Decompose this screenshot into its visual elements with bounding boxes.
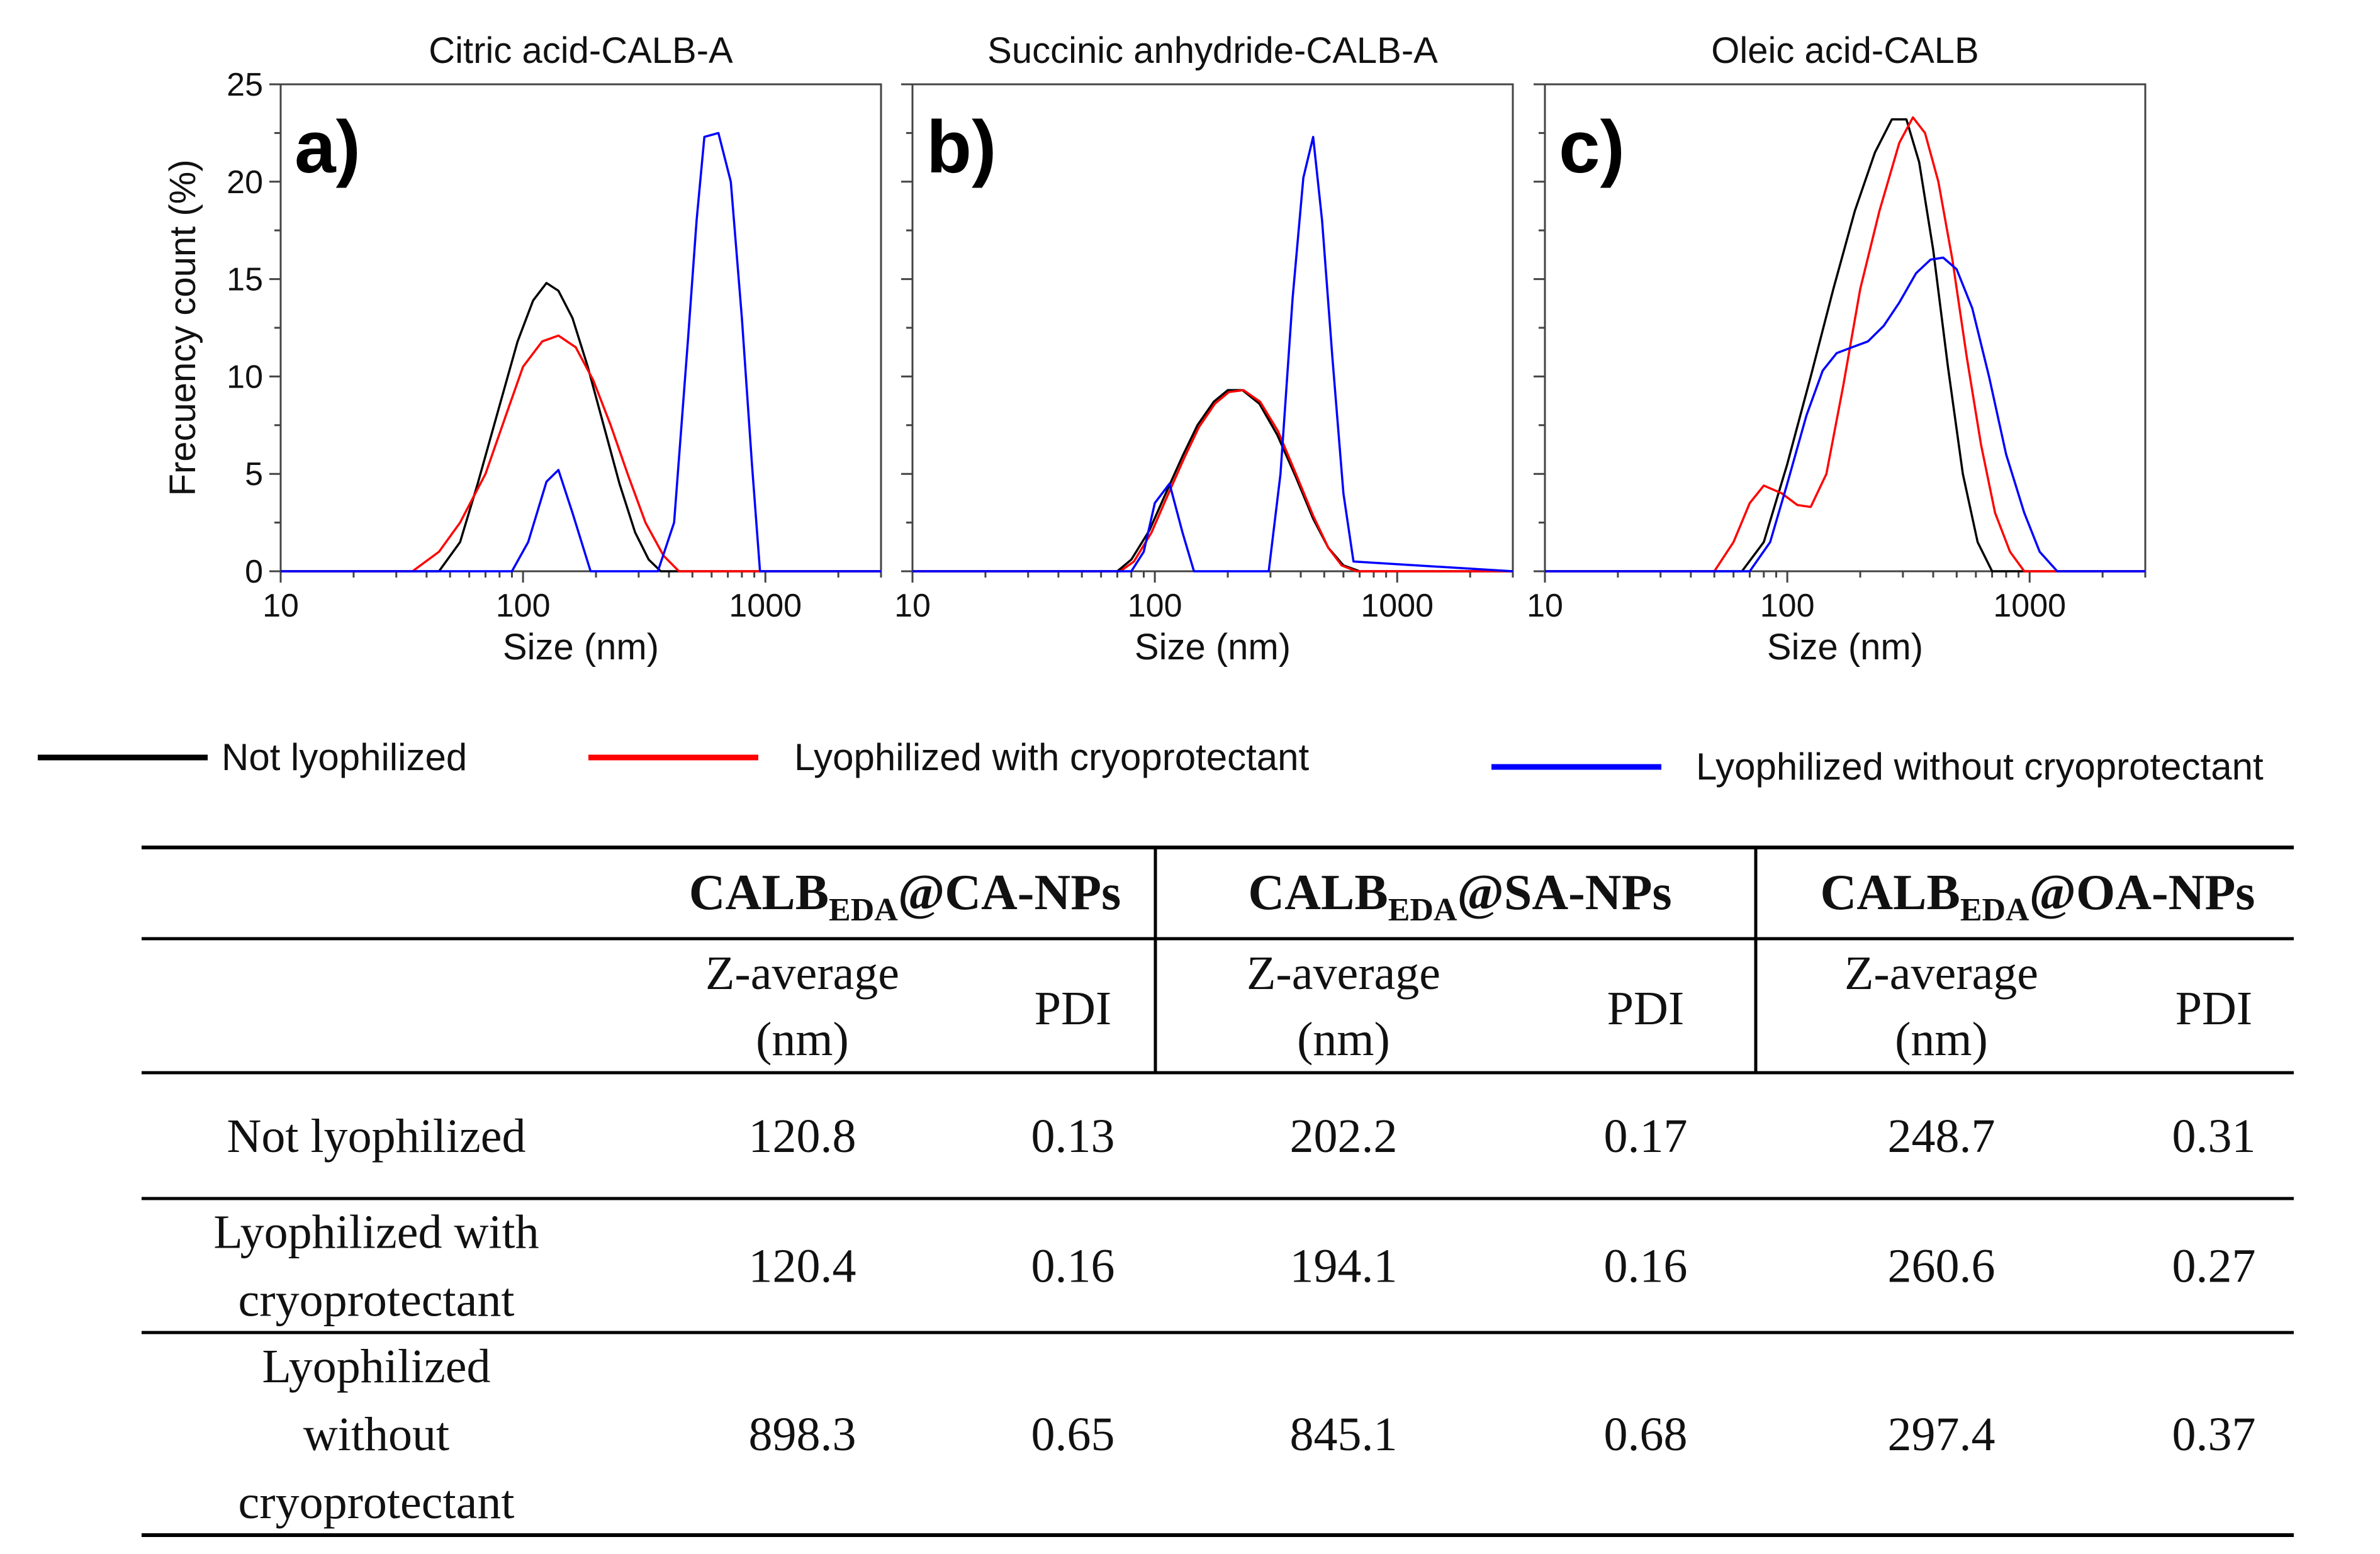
x-tick-label: 1000 [729,588,802,624]
table-cell: 0.65 [1031,1408,1115,1461]
legend: Not lyophilized Lyophilized with cryoprot… [38,736,2264,788]
table-cell: 0.31 [2172,1110,2256,1163]
x-axis-label: Size (nm) [1135,627,1291,668]
x-tick-label: 100 [1760,588,1815,624]
group-header: CALBEDA@CA-NPs [689,865,1121,928]
results-table: CALBEDA@CA-NPs CALBEDA@SA-NPs CALBEDA@OA-N… [142,846,2294,1537]
legend-label-1: Not lyophilized [222,736,467,778]
series-line-3 [912,135,1513,573]
table-cell: 260.6 [1888,1240,1995,1293]
x-tick-label: 1000 [1361,588,1434,624]
chart-title: Succinic anhydride-CALB-A [987,30,1438,71]
table-cell: 898.3 [749,1408,856,1461]
z-average-header: Z-average [705,947,899,1000]
x-tick-label: 100 [496,588,551,624]
charts-figure: 10 100 1000 0 5 10 15 20 25 Citric acid-CALB-A a) S… [38,30,2264,788]
row-label: without [303,1408,449,1461]
chart-panel-1: 10 100 1000 0 5 10 15 20 25 Citric acid-CALB-A a) S… [162,30,882,668]
pdi-header: PDI [1607,982,1684,1035]
series-line-3 [1545,256,2145,573]
series-line-2 [912,389,1513,573]
table-cell: 194.1 [1290,1240,1398,1293]
table-cell: 845.1 [1290,1408,1398,1461]
pdi-header: PDI [2175,982,2252,1035]
series-line-2 [281,334,881,573]
group-header: CALBEDA@SA-NPs [1248,865,1671,928]
x-tick-label: 10 [262,588,299,624]
row-label: cryoprotectant [239,1274,515,1327]
table-cell: 297.4 [1888,1408,1995,1461]
y-tick-label: 25 [227,67,263,103]
pdi-header: PDI [1035,982,1111,1035]
x-axis-label: Size (nm) [503,627,659,668]
table-cell: 248.7 [1888,1110,1995,1163]
z-average-header: Z-average [1247,947,1440,1000]
z-average-unit: (nm) [1895,1013,1988,1066]
series-line-3 [281,131,881,573]
table-cell: 120.8 [749,1110,856,1163]
table-cell: 120.4 [749,1240,856,1293]
legend-label-3: Lyophilized without cryoprotectant [1696,746,2264,788]
y-axis-label: Frecuency count (%) [162,159,203,496]
legend-label-2: Lyophilized with cryoprotectant [794,736,1310,778]
table-cell: 0.68 [1604,1408,1688,1461]
group-header: CALBEDA@OA-NPs [1821,865,2255,928]
table-cell: 0.16 [1604,1240,1688,1293]
series-line-2 [1545,116,2145,573]
x-axis-label: Size (nm) [1767,627,1923,668]
panel-label: c) [1559,106,1625,189]
x-tick-label: 100 [1128,588,1182,624]
y-tick-label: 20 [227,164,263,201]
y-tick-label: 5 [245,456,263,493]
table-cell: 0.16 [1031,1240,1115,1293]
series-line-1 [281,282,881,573]
table-cell: 0.37 [2172,1408,2256,1461]
chart-title: Oleic acid-CALB [1711,30,1979,71]
chart-title: Citric acid-CALB-A [429,30,733,71]
table-cell: 0.13 [1031,1110,1115,1163]
row-label: Lyophilized with [213,1206,539,1259]
series-line-1 [1545,118,2145,573]
y-tick-label: 10 [227,359,263,395]
table-cell: 202.2 [1290,1110,1398,1163]
row-label: Lyophilized [262,1340,490,1393]
panel-label: b) [926,106,996,189]
plot-frame [279,83,882,573]
chart-panel-3: 10 100 1000 Oleic acid-CALB c) Size (nm) [1527,30,2147,668]
z-average-unit: (nm) [1297,1013,1390,1066]
z-average-unit: (nm) [756,1013,849,1066]
plot-frame [911,83,1514,573]
row-label: cryoprotectant [239,1476,515,1529]
series-line-1 [912,389,1513,573]
x-tick-label: 10 [894,588,931,624]
z-average-header: Z-average [1844,947,2038,1000]
chart-panel-2: 10 100 1000 Succinic anhydride-CALB-A b) Size… [894,30,1514,668]
panel-label: a) [295,106,361,189]
y-tick-label: 0 [245,554,263,590]
x-tick-label: 1000 [1993,588,2066,624]
table-cell: 0.17 [1604,1110,1688,1163]
x-tick-label: 10 [1527,588,1563,624]
table-cell: 0.27 [2172,1240,2256,1293]
y-tick-label: 15 [227,262,263,298]
row-label: Not lyophilized [227,1110,526,1163]
plot-frame [1544,83,2147,573]
